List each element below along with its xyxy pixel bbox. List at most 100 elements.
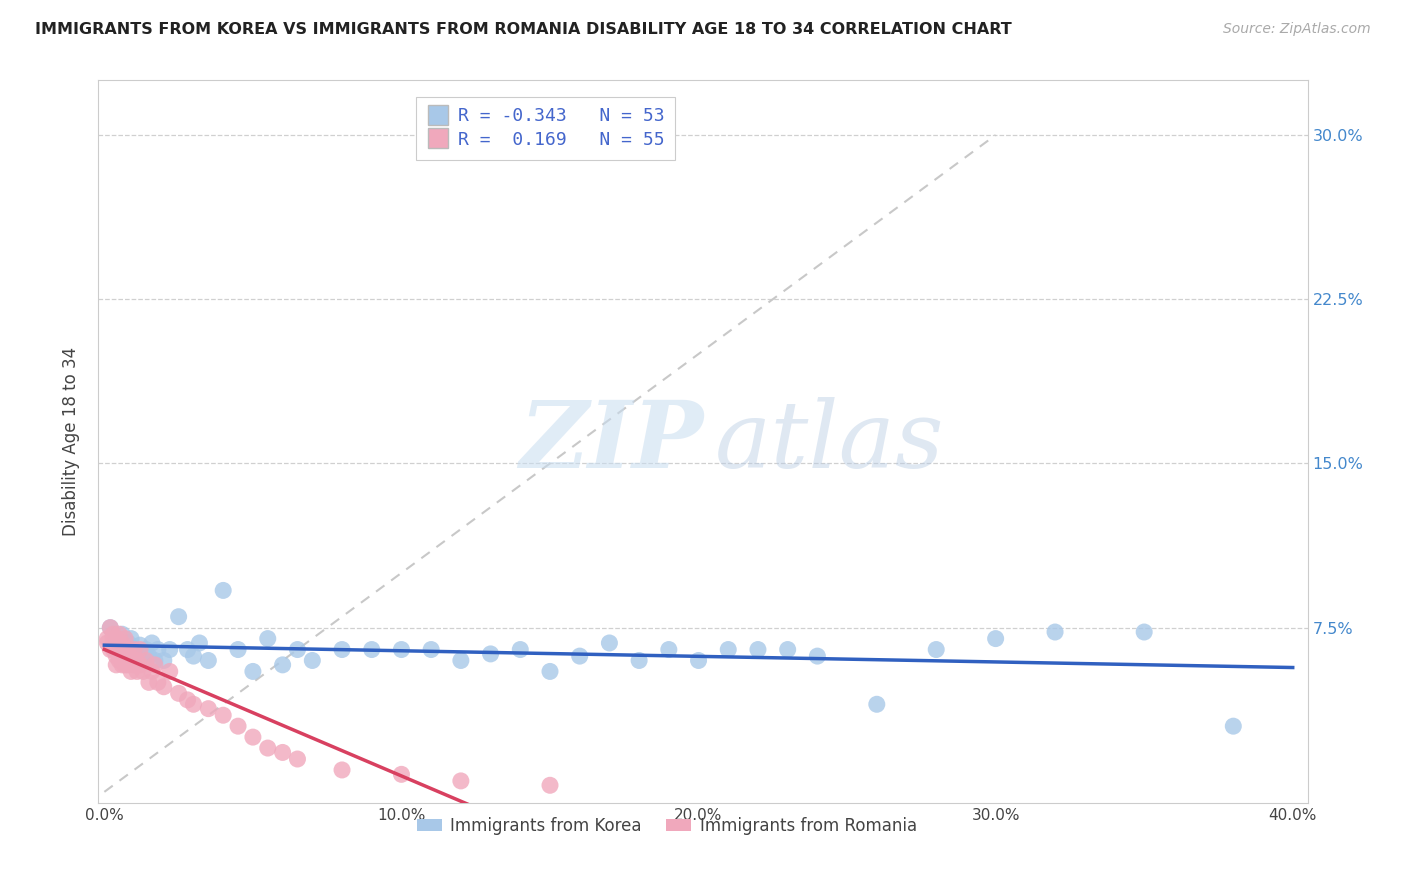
- Point: [103, 627, 125, 641]
- Point: [108, 636, 131, 650]
- Point: [167, 686, 190, 700]
- Point: [122, 657, 145, 672]
- Point: [271, 746, 294, 760]
- Point: [108, 636, 131, 650]
- Point: [598, 636, 620, 650]
- Point: [135, 653, 157, 667]
- Point: [122, 642, 145, 657]
- Point: [111, 642, 134, 657]
- Point: [120, 632, 142, 646]
- Point: [103, 642, 125, 657]
- Legend: Immigrants from Korea, Immigrants from Romania: Immigrants from Korea, Immigrants from R…: [411, 810, 924, 841]
- Point: [132, 653, 155, 667]
- Point: [129, 638, 152, 652]
- Point: [197, 701, 219, 715]
- Point: [212, 708, 235, 723]
- Point: [242, 730, 264, 744]
- Text: ZIP: ZIP: [519, 397, 703, 486]
- Point: [984, 632, 1007, 646]
- Point: [152, 653, 174, 667]
- Point: [450, 773, 472, 788]
- Point: [301, 653, 323, 667]
- Point: [96, 632, 118, 646]
- Point: [568, 649, 591, 664]
- Point: [628, 653, 651, 667]
- Point: [141, 665, 163, 679]
- Point: [114, 642, 136, 657]
- Point: [114, 632, 136, 646]
- Point: [1222, 719, 1244, 733]
- Point: [256, 741, 278, 756]
- Y-axis label: Disability Age 18 to 34: Disability Age 18 to 34: [62, 347, 80, 536]
- Point: [776, 642, 799, 657]
- Point: [138, 675, 160, 690]
- Point: [420, 642, 443, 657]
- Point: [108, 653, 131, 667]
- Point: [98, 621, 121, 635]
- Point: [105, 632, 128, 646]
- Point: [129, 642, 152, 657]
- Point: [117, 657, 139, 672]
- Point: [108, 627, 131, 641]
- Point: [117, 642, 139, 657]
- Point: [658, 642, 681, 657]
- Point: [114, 657, 136, 672]
- Point: [287, 642, 309, 657]
- Point: [117, 636, 139, 650]
- Point: [188, 636, 211, 650]
- Point: [146, 642, 169, 657]
- Text: atlas: atlas: [716, 397, 945, 486]
- Point: [135, 642, 157, 657]
- Point: [330, 763, 353, 777]
- Point: [360, 642, 382, 657]
- Point: [159, 665, 181, 679]
- Point: [111, 636, 134, 650]
- Point: [242, 665, 264, 679]
- Point: [125, 665, 148, 679]
- Point: [391, 642, 413, 657]
- Point: [146, 675, 169, 690]
- Point: [1043, 625, 1066, 640]
- Point: [111, 627, 134, 641]
- Point: [132, 665, 155, 679]
- Point: [141, 636, 163, 650]
- Point: [125, 653, 148, 667]
- Point: [111, 657, 134, 672]
- Point: [391, 767, 413, 781]
- Point: [866, 698, 889, 712]
- Point: [108, 642, 131, 657]
- Point: [98, 621, 121, 635]
- Point: [167, 609, 190, 624]
- Point: [509, 642, 531, 657]
- Point: [125, 647, 148, 661]
- Point: [747, 642, 769, 657]
- Point: [103, 632, 125, 646]
- Point: [176, 693, 198, 707]
- Point: [226, 642, 249, 657]
- Point: [117, 649, 139, 664]
- Point: [806, 649, 828, 664]
- Point: [330, 642, 353, 657]
- Point: [159, 642, 181, 657]
- Point: [197, 653, 219, 667]
- Point: [212, 583, 235, 598]
- Point: [183, 698, 205, 712]
- Point: [96, 636, 118, 650]
- Point: [176, 642, 198, 657]
- Point: [287, 752, 309, 766]
- Point: [143, 657, 166, 672]
- Point: [117, 653, 139, 667]
- Point: [143, 653, 166, 667]
- Point: [105, 642, 128, 657]
- Point: [114, 653, 136, 667]
- Point: [152, 680, 174, 694]
- Point: [183, 649, 205, 664]
- Point: [226, 719, 249, 733]
- Point: [688, 653, 710, 667]
- Point: [1133, 625, 1156, 640]
- Point: [138, 649, 160, 664]
- Point: [271, 657, 294, 672]
- Point: [105, 632, 128, 646]
- Point: [122, 642, 145, 657]
- Point: [925, 642, 948, 657]
